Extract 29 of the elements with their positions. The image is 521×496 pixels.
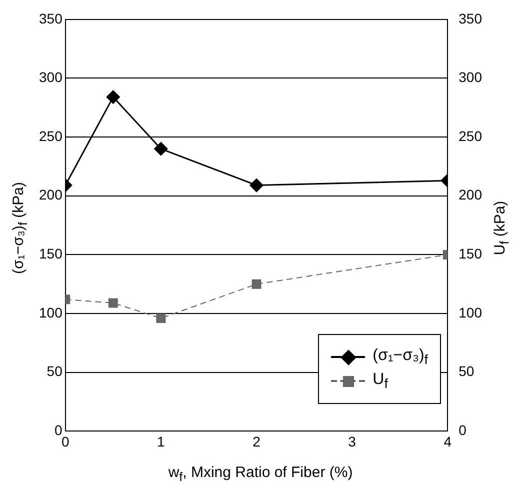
y-tick-label: 50: [46, 363, 63, 380]
y2-tick-label: 150: [458, 246, 482, 262]
y2-tick-label: 50: [458, 363, 474, 380]
point: [156, 314, 166, 323]
y2-tick-label: 300: [458, 69, 482, 86]
y-tick-label: 100: [39, 304, 63, 320]
x-tick-label: 3: [348, 433, 356, 450]
x-tick-label: 2: [252, 433, 261, 450]
x-axis-title: w$_{f}$, Mxing Ratio of Fiber (%): [167, 464, 354, 484]
y2-tick-label: 250: [458, 128, 482, 144]
point: [154, 142, 168, 156]
point: [108, 298, 118, 308]
y-tick-label: 200: [39, 186, 63, 203]
y-tick-label: 300: [39, 69, 63, 86]
y2-tick-label: 200: [458, 186, 482, 203]
x-tick-label: 1: [157, 433, 166, 450]
y-tick-label: 350: [39, 10, 63, 26]
point: [106, 90, 120, 104]
y-tick-label: 250: [39, 128, 63, 144]
legend-label: (σ₁−σ₃)$_{f}$: [372, 346, 428, 367]
point: [250, 178, 264, 192]
y-tick-label: 150: [39, 246, 63, 262]
point: [252, 279, 262, 289]
y2-tick-label: 0: [458, 422, 467, 438]
legend-label: U$_{f}$: [372, 370, 388, 391]
y-tick-label: 0: [54, 422, 63, 438]
x-tick-label: 4: [444, 433, 452, 450]
y2-tick-label: 350: [458, 10, 482, 26]
y2-tick-label: 100: [458, 304, 482, 320]
